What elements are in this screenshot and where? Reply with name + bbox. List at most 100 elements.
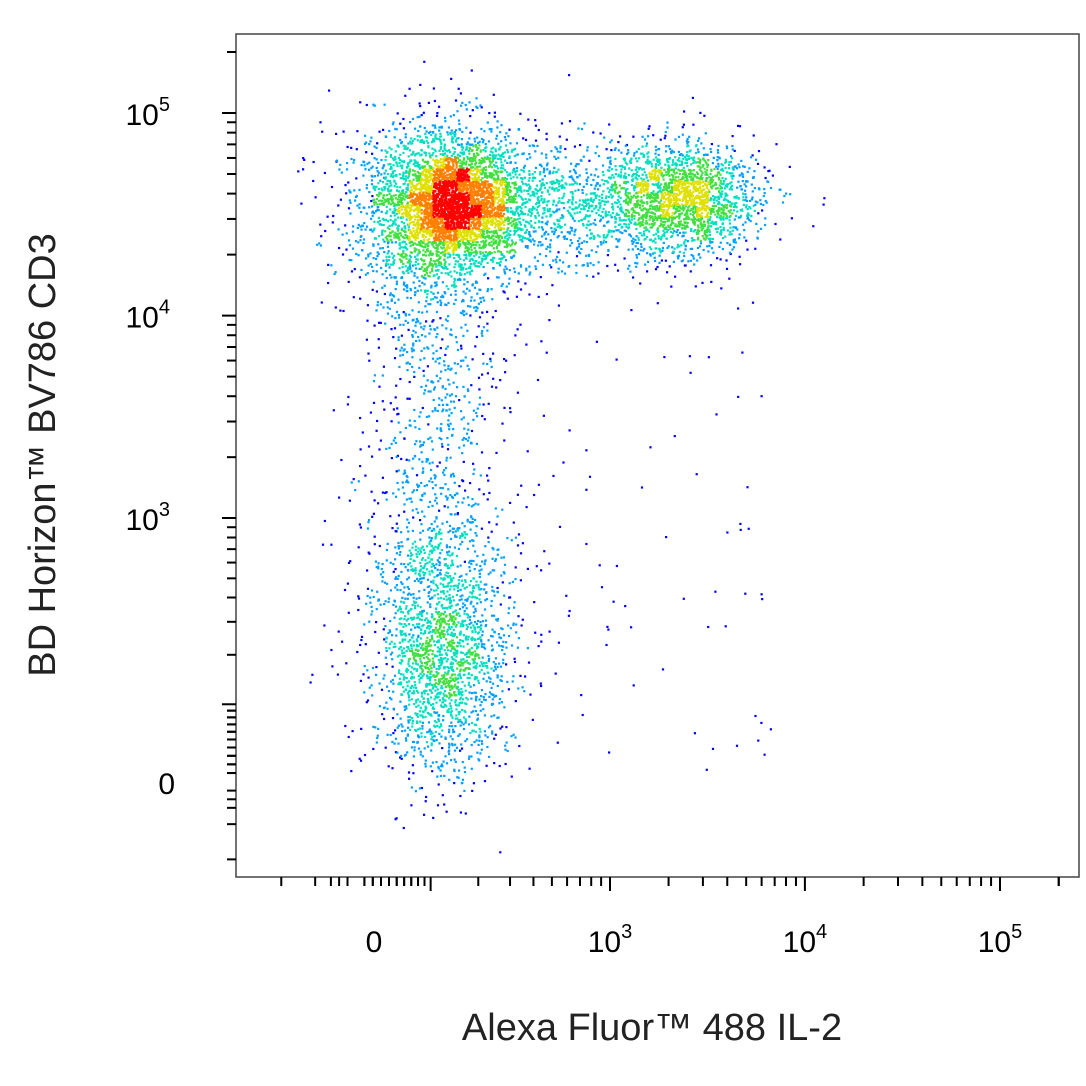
event-dot [420,499,423,502]
event-dot [505,207,508,210]
event-dot [641,145,644,148]
event-dot [469,258,472,261]
event-dot [496,590,499,593]
event-dot [443,473,446,477]
event-dot [486,121,489,124]
event-dot [641,173,644,176]
event-dot [540,185,543,188]
event-dot [439,569,442,572]
event-dot [458,263,461,266]
event-dot [399,377,402,381]
event-dot [440,705,443,708]
event-dot [464,323,467,326]
event-dot [428,688,432,692]
event-dot [400,693,403,696]
event-dot [618,238,621,241]
event-dot [517,234,520,237]
event-dot [549,243,552,246]
event-dot [570,162,573,165]
event-dot [403,245,407,248]
event-dot [595,251,598,254]
event-dot [582,155,585,158]
event-dot [427,693,430,696]
event-dot [428,500,432,504]
event-dot [548,172,551,175]
event-dot [419,322,422,325]
event-dot [478,396,482,399]
event-dot [462,359,465,362]
event-dot [504,236,507,239]
event-dot [433,474,436,477]
event-dot [441,603,444,607]
event-dot [526,237,529,240]
event-dot [750,198,754,201]
event-dot [754,714,757,718]
event-dot [665,536,668,539]
event-dot [596,234,600,237]
event-dot [398,162,401,165]
event-dot [636,242,639,245]
event-dot [420,326,423,329]
event-dot [406,646,409,649]
event-dot [461,594,464,597]
event-dot [564,182,567,185]
event-dot [438,668,441,671]
event-dot [631,248,634,251]
event-dot [375,263,378,266]
event-dot [482,326,485,329]
event-dot [536,206,539,209]
event-dot [648,125,651,128]
event-dot [417,262,420,265]
event-dot [469,559,472,563]
event-dot [355,194,358,198]
event-dot [508,128,511,131]
event-dot [389,273,392,276]
event-dot [587,202,590,205]
event-dot [513,213,516,216]
event-dot [478,388,481,391]
event-dot [583,122,586,125]
event-dot [473,638,476,641]
event-dot [453,610,456,613]
event-dot [763,188,766,191]
event-dot [578,203,581,206]
event-dot [493,737,496,740]
event-dot [438,666,441,669]
event-dot [448,524,452,527]
event-dot [545,215,548,218]
event-dot [427,721,431,724]
event-dot [419,720,422,723]
event-dot [371,152,374,155]
event-dot [448,744,451,747]
event-dot [444,303,447,306]
event-dot [404,607,408,610]
event-dot [494,657,497,660]
event-dot [574,165,577,168]
event-dot [466,698,469,701]
event-dot [425,320,428,323]
event-dot [460,359,463,362]
event-dot [620,151,623,154]
event-dot [611,189,614,192]
event-dot [490,128,493,131]
event-dot [491,557,494,560]
event-dot [435,273,438,276]
event-dot [459,365,462,368]
event-dot [535,203,538,206]
event-dot [352,296,355,299]
event-dot [469,591,472,594]
event-dot [402,655,405,658]
event-dot [463,531,466,534]
event-dot [506,234,509,237]
event-dot [444,495,447,498]
event-dot [444,564,447,567]
event-dot [376,170,379,173]
event-dot [623,159,626,162]
event-dot [608,229,611,232]
event-dot [411,333,414,337]
event-dot [439,542,442,545]
event-dot [392,603,395,606]
event-dot [453,758,456,761]
event-dot [719,258,722,261]
event-dot [386,151,389,154]
